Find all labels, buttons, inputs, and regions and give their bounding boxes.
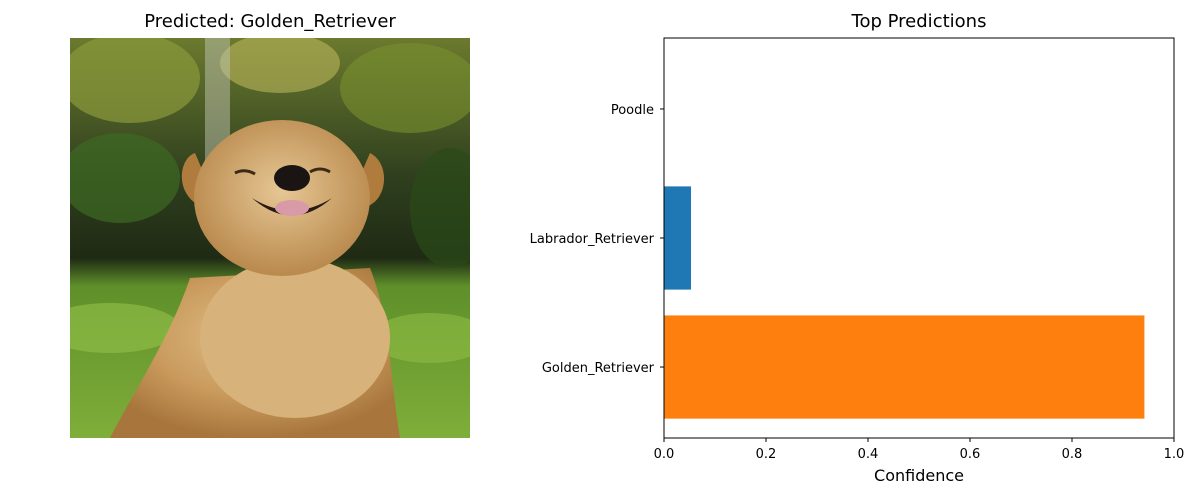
x-axis-label: Confidence xyxy=(874,466,964,485)
x-tick-label: 1.0 xyxy=(1164,447,1185,462)
y-tick-label: Golden_Retriever xyxy=(542,361,655,376)
bar-golden-retriever xyxy=(664,315,1145,419)
x-tick-label: 0.8 xyxy=(1062,447,1083,462)
image-title: Predicted: Golden_Retriever xyxy=(144,11,396,32)
x-tick-label: 0.6 xyxy=(960,447,981,462)
x-tick-label: 0.2 xyxy=(756,447,777,462)
x-tick-label: 0.0 xyxy=(654,447,675,462)
dog-photo xyxy=(70,38,470,438)
y-tick-label: Poodle xyxy=(611,103,654,118)
bar-labrador-retriever xyxy=(664,186,692,290)
chart-title: Top Predictions xyxy=(851,11,987,32)
y-tick-label: Labrador_Retriever xyxy=(530,232,655,247)
x-tick-label: 0.4 xyxy=(858,447,879,462)
